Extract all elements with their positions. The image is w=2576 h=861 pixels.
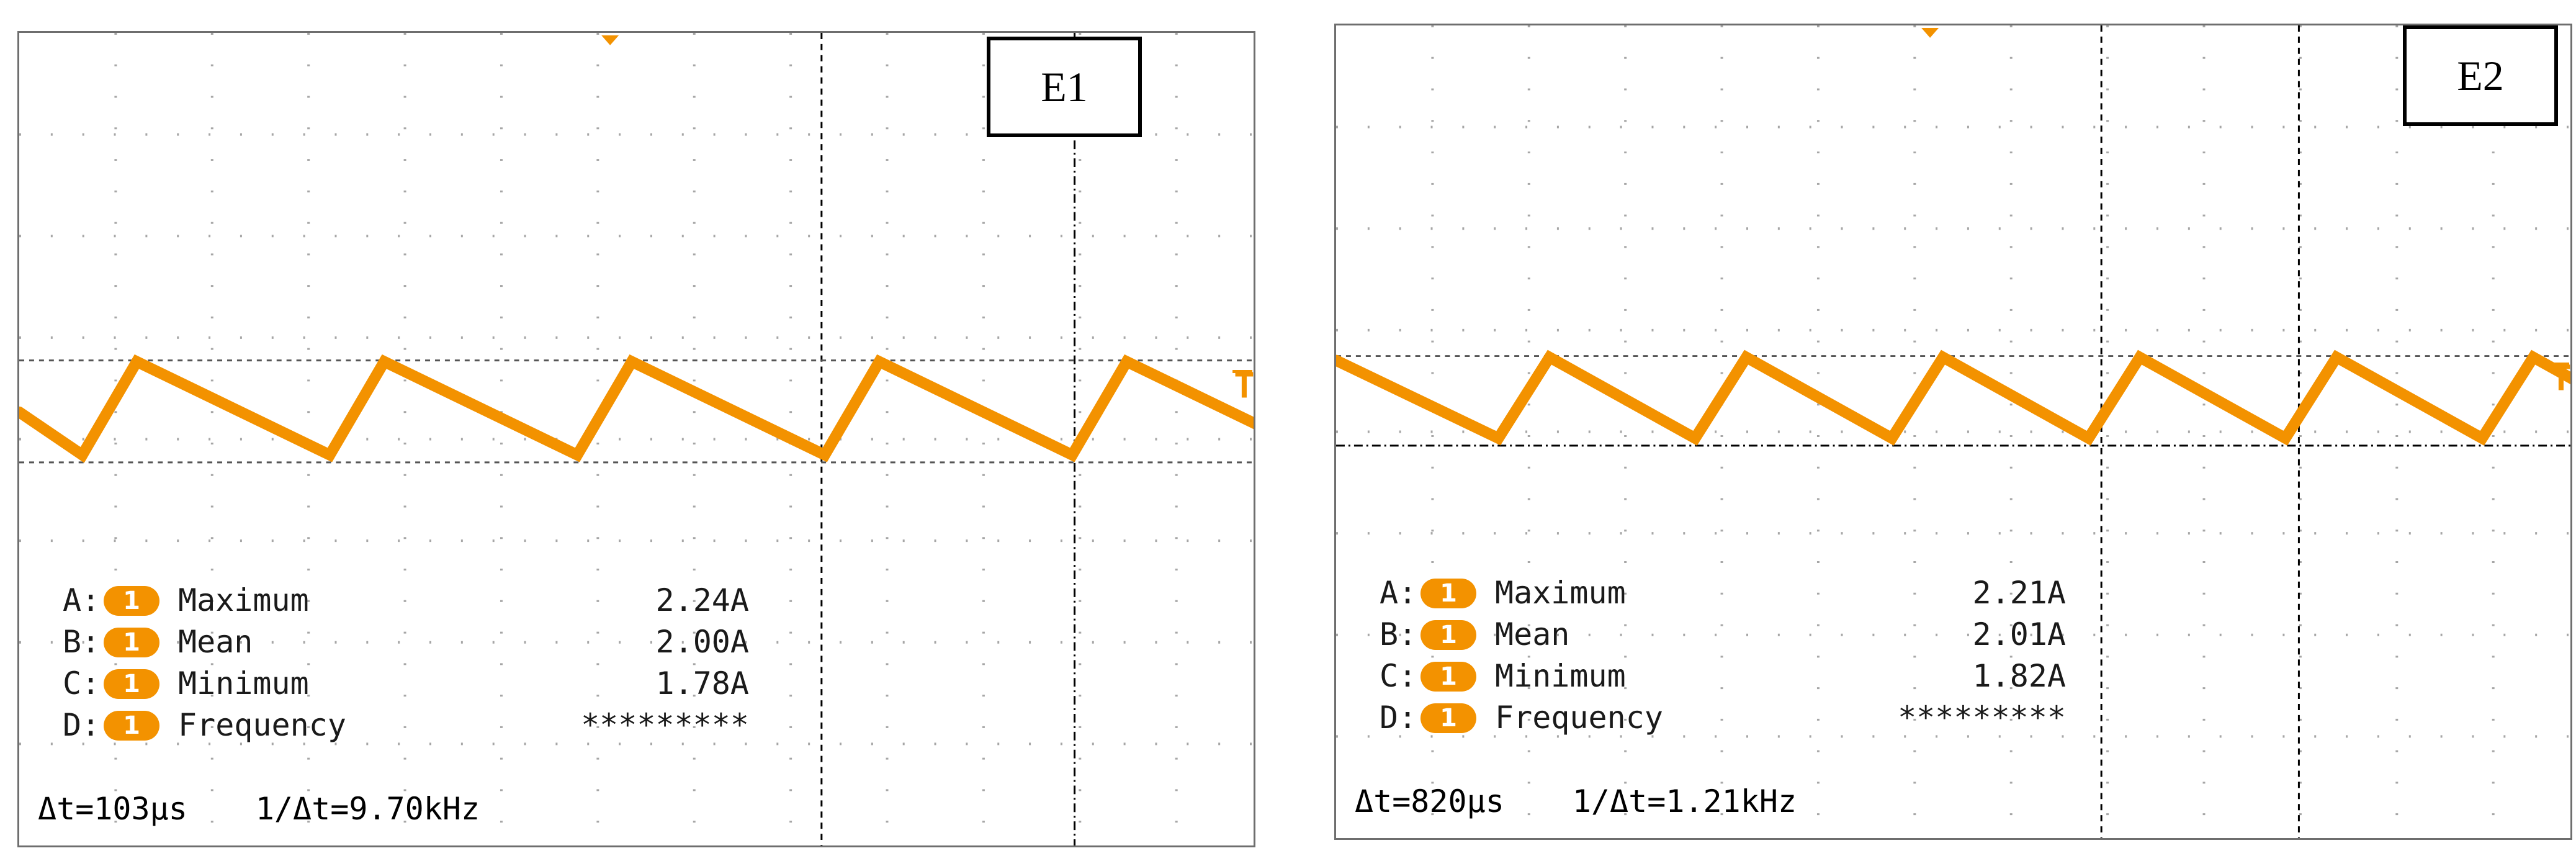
channel-badge: 1 [104,627,159,657]
channel-badge: 1 [104,710,159,741]
cursor-readout: Δt=820µs 1/Δt=1.21kHz [1355,783,1797,819]
panel-label-e2: E2 [2403,25,2558,126]
measurement-row-mean: B: 1 Mean 2.01A [1380,614,2066,656]
oscilloscope-screen-e2: T E2 A: 1 Maximum 2.21A B: 1 Mean 2.01A … [1334,24,2572,840]
channel-badge: 1 [104,669,159,699]
measurement-value: 1.82A [1972,658,2066,694]
measurement-row-frequency: D: 1 Frequency ********* [1380,697,2066,739]
measurement-row-mean: B: 1 Mean 2.00A [63,621,749,663]
waveform-plot-e1: T [19,33,1254,845]
measurement-name: Minimum [178,665,309,701]
measurement-name: Maximum [1495,575,1626,611]
measurement-letter: B: [1380,616,1417,652]
channel-badge: 1 [1420,620,1476,650]
current-waveform-trace [19,354,1254,463]
measurement-list: A: 1 Maximum 2.24A B: 1 Mean 2.00A C: 1 … [63,580,749,746]
measurement-value: 2.24A [655,582,749,618]
measurement-value: 1.78A [655,665,749,701]
inverse-delta-t-readout: 1/Δt=1.21kHz [1572,783,1797,819]
measurement-letter: C: [63,665,101,701]
measurement-row-frequency: D: 1 Frequency ********* [63,705,749,746]
panel-label-e1: E1 [987,37,1142,137]
measurement-letter: A: [1380,575,1417,611]
measurement-value: 2.01A [1972,616,2066,652]
trigger-position-marker [601,35,619,45]
waveform-plot-e2: T [1336,25,2570,838]
measurement-list: A: 1 Maximum 2.21A B: 1 Mean 2.01A C: 1 … [1380,572,2066,739]
delta-t-readout: Δt=820µs [1355,783,1504,819]
measurement-name: Minimum [1495,658,1626,694]
oscilloscope-screen-e1: T E1 A: 1 Maximum 2.24A B: 1 Mean 2.00A … [17,31,1255,847]
measurement-value: ********* [581,707,749,743]
inverse-delta-t-readout: 1/Δt=9.70kHz [255,791,480,827]
trigger-position-marker [1921,27,1939,38]
measurement-name: Maximum [178,582,309,618]
measurement-row-minimum: C: 1 Minimum 1.82A [1380,656,2066,697]
measurement-letter: B: [63,624,101,660]
delta-t-readout: Δt=103µs [38,791,187,827]
measurement-name: Frequency [178,707,346,743]
measurement-name: Mean [1495,616,1570,652]
channel-badge: 1 [1420,661,1476,692]
current-waveform-trace [1336,349,2570,446]
measurement-name: Mean [178,624,253,660]
channel-badge: 1 [104,585,159,616]
measurement-value: 2.21A [1972,575,2066,611]
measurement-letter: D: [63,707,101,743]
measurement-letter: C: [1380,658,1417,694]
measurement-row-maximum: A: 1 Maximum 2.21A [1380,572,2066,614]
channel-badge: 1 [1420,703,1476,733]
cursor-readout: Δt=103µs 1/Δt=9.70kHz [38,791,480,827]
measurement-row-minimum: C: 1 Minimum 1.78A [63,663,749,705]
measurement-letter: A: [63,582,101,618]
channel-badge: 1 [1420,578,1476,608]
measurement-name: Frequency [1495,700,1663,736]
measurement-value: 2.00A [655,624,749,660]
measurement-row-maximum: A: 1 Maximum 2.24A [63,580,749,621]
measurement-value: ********* [1898,700,2066,736]
measurement-letter: D: [1380,700,1417,736]
